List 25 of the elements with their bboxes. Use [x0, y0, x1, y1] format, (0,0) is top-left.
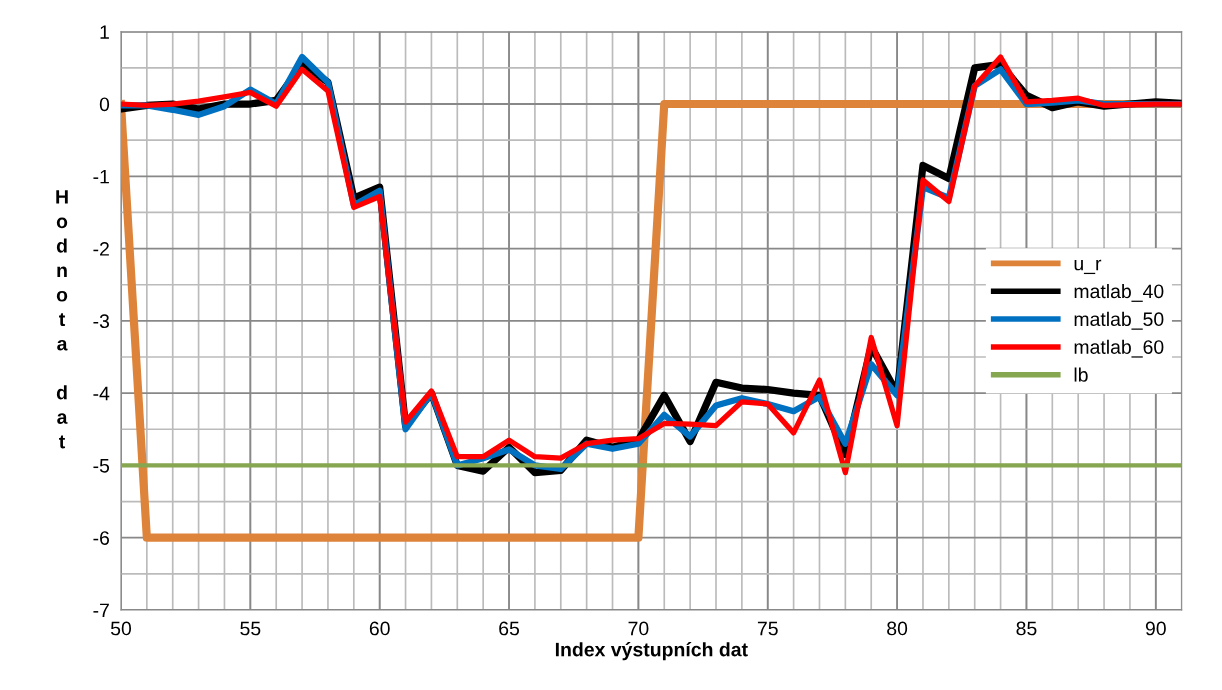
- legend-label: lb: [1074, 367, 1088, 382]
- y-tick-label: -1: [93, 169, 109, 184]
- x-tick-label: 55: [240, 621, 261, 636]
- x-tick-label: 85: [1016, 621, 1037, 636]
- x-tick-label: 90: [1145, 621, 1166, 636]
- x-tick-label: 80: [887, 621, 908, 636]
- y-tick-label: -4: [93, 386, 110, 401]
- y-tick-label: -6: [93, 531, 110, 545]
- y-tick-label: -5: [93, 459, 110, 473]
- y-tick-label: 0: [99, 97, 110, 112]
- x-axis-title: Index výstupních dat: [555, 641, 748, 661]
- legend-label: u_r: [1074, 259, 1102, 275]
- x-tick-label: 60: [369, 621, 390, 636]
- legend-label: matlab_40: [1074, 283, 1164, 302]
- legend-label: matlab_50: [1074, 311, 1164, 330]
- text: Hodnota dat: [56, 190, 68, 449]
- x-tick-label: 75: [757, 621, 778, 636]
- y-tick-label: -2: [93, 242, 109, 256]
- y-tick-label: -3: [93, 314, 110, 329]
- y-tick-label: -7: [93, 603, 109, 618]
- x-tick-label: 65: [499, 621, 520, 636]
- x-tick-label: 50: [110, 621, 132, 636]
- legend-label: matlab_60: [1074, 339, 1164, 358]
- y-tick-label: 1: [100, 25, 109, 39]
- x-tick-label: 70: [628, 621, 649, 636]
